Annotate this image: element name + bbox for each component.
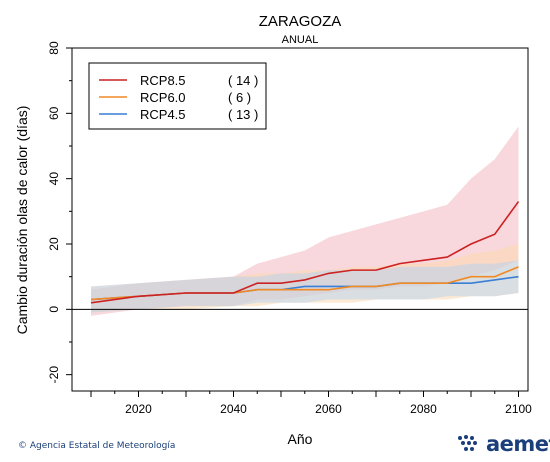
legend-label: RCP4.5	[140, 107, 186, 122]
uncertainty-bands	[91, 126, 519, 316]
legend-label: RCP8.5	[140, 73, 186, 88]
chart-subtitle: ANUAL	[282, 34, 319, 46]
line-rcp85	[90, 201, 520, 304]
plot-frame	[71, 47, 529, 392]
aemet-logo-text: aemet	[486, 432, 550, 456]
legend-label: RCP6.0	[140, 90, 186, 105]
y-tick-label: 0	[47, 306, 61, 313]
x-tick-label: 2020	[125, 402, 152, 416]
legend-count: ( 14 )	[228, 73, 258, 88]
y-tick-label: 80	[47, 41, 61, 55]
y-axis-label: Cambio duración olas de calor (días)	[14, 106, 30, 335]
chart-title: ZARAGOZA	[259, 13, 342, 30]
x-axis-label: Año	[288, 431, 313, 447]
legend-count: ( 13 )	[228, 107, 258, 122]
aemet-logo: aemet	[456, 432, 550, 456]
series-lines	[90, 201, 520, 304]
y-tick-label: 20	[47, 237, 61, 251]
x-tick-label: 2040	[220, 402, 247, 416]
credit-text: © Agencia Estatal de Meteorología	[18, 441, 176, 451]
legend-box	[88, 62, 267, 130]
legend: RCP8.5 ( 14 ) RCP6.0 ( 6 ) RCP4.5 ( 13 )	[88, 62, 267, 130]
aemet-logo-icon	[458, 435, 477, 451]
y-axis: -20 0 20 40 60 80	[47, 41, 72, 383]
y-tick-label: -20	[47, 366, 61, 384]
legend-count: ( 6 )	[228, 90, 251, 105]
x-tick-label: 2100	[505, 402, 532, 416]
x-axis: 2020 2040 2060 2080 2100	[90, 391, 532, 416]
y-tick-label: 60	[47, 106, 61, 120]
y-tick-label: 40	[47, 172, 61, 186]
x-tick-label: 2080	[410, 402, 437, 416]
x-tick-label: 2060	[315, 402, 342, 416]
